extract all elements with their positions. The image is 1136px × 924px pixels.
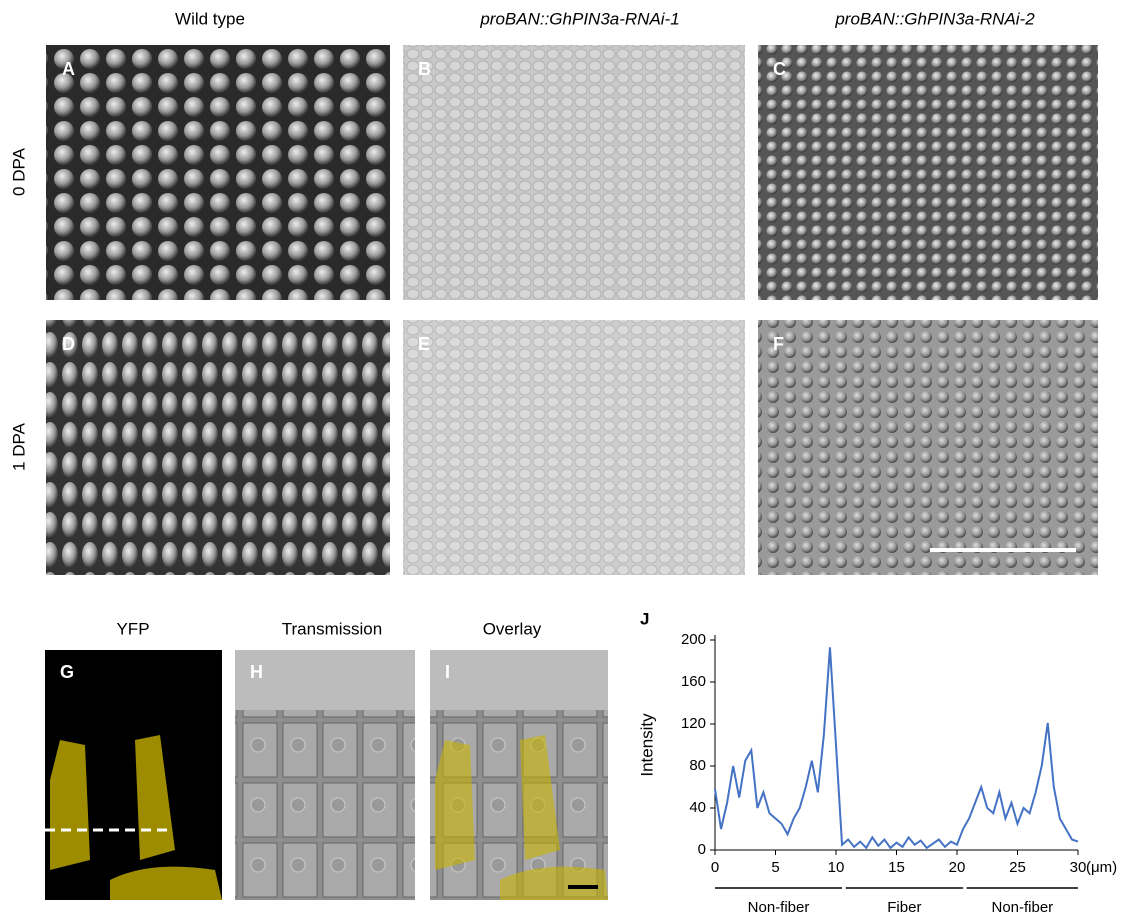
y-tick-label: 120 <box>681 715 706 732</box>
image-a <box>46 45 390 300</box>
panel-label: F <box>773 334 784 354</box>
y-tick-label: 80 <box>689 757 706 774</box>
region-label: Fiber <box>887 899 921 916</box>
image-f <box>758 320 1098 575</box>
image-e <box>403 320 745 575</box>
panel-label: A <box>62 59 75 79</box>
column-title: Transmission <box>282 619 382 638</box>
column-title: proBAN::GhPIN3a-RNAi-2 <box>834 9 1035 28</box>
column-title: proBAN::GhPIN3a-RNAi-1 <box>479 9 679 28</box>
data-line <box>715 647 1078 848</box>
y-tick-label: 0 <box>698 841 706 858</box>
x-tick-label: 15 <box>888 859 905 876</box>
column-title: Wild type <box>175 9 245 28</box>
image-b <box>403 45 745 300</box>
image-d <box>46 320 390 575</box>
y-axis-label: Intensity <box>637 713 656 777</box>
image-c <box>758 45 1098 300</box>
column-title: Overlay <box>483 619 542 638</box>
x-tick-label: 0 <box>711 859 719 876</box>
column-title: YFP <box>116 619 149 638</box>
y-tick-label: 200 <box>681 631 706 648</box>
x-tick-label: 30 <box>1070 859 1087 876</box>
row-label: 0 DPA <box>9 147 28 196</box>
panel-label: E <box>418 334 430 354</box>
row-label: 1 DPA <box>9 422 28 471</box>
panel-label: C <box>773 59 786 79</box>
panel-label: G <box>60 662 74 682</box>
region-label: Non-fiber <box>991 899 1053 916</box>
x-tick-label: 20 <box>949 859 966 876</box>
y-tick-label: 160 <box>681 673 706 690</box>
x-tick-label: 25 <box>1009 859 1026 876</box>
panel-label: H <box>250 662 263 682</box>
figure: Wild type proBAN::GhPIN3a-RNAi-1 proBAN::G… <box>0 0 1136 919</box>
panel-label: B <box>418 59 431 79</box>
panel-label: J <box>640 609 649 628</box>
x-tick-label: 5 <box>771 859 779 876</box>
y-tick-label: 40 <box>689 799 706 816</box>
panel-label: D <box>62 334 75 354</box>
image-i-bg <box>430 650 608 710</box>
x-unit: (μm) <box>1086 859 1117 876</box>
region-label: Non-fiber <box>748 899 810 916</box>
panel-label: I <box>445 662 450 682</box>
sem-panels <box>45 45 1098 900</box>
x-tick-label: 10 <box>828 859 845 876</box>
